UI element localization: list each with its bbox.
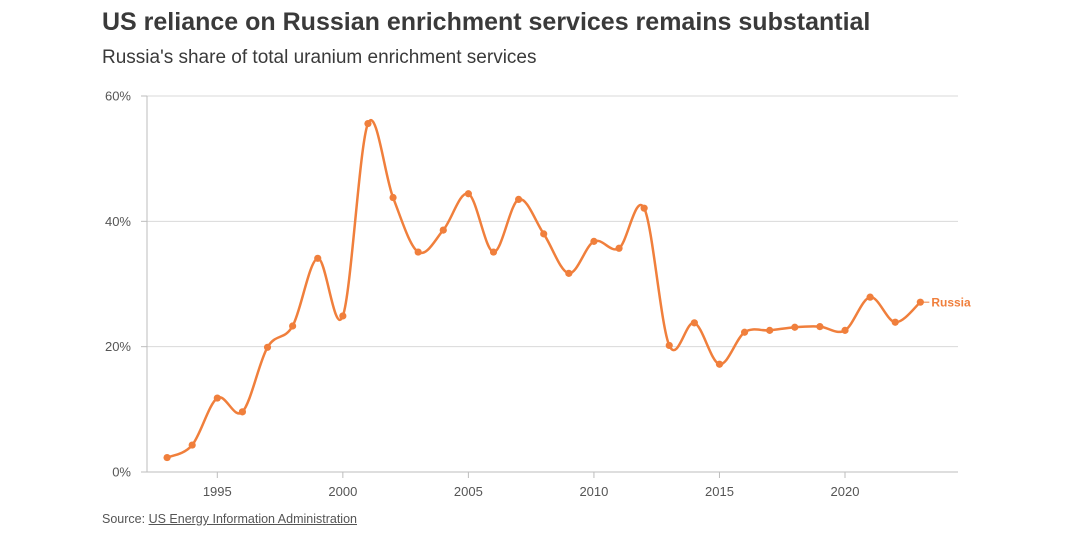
data-point [188, 441, 196, 449]
chart-subtitle: Russia's share of total uranium enrichme… [102, 47, 537, 68]
data-point [916, 298, 924, 306]
data-point [791, 323, 799, 331]
data-point [841, 326, 849, 334]
data-point [515, 195, 523, 203]
x-tick-label: 2015 [705, 484, 734, 499]
data-point [213, 394, 221, 402]
data-point [690, 319, 698, 327]
data-point [715, 360, 724, 368]
data-point [866, 293, 874, 301]
x-tick-label: 2010 [579, 484, 608, 499]
data-point [766, 326, 774, 334]
data-point [389, 193, 397, 202]
data-point [238, 408, 247, 416]
source-note: Source: US Energy Information Administra… [102, 512, 357, 526]
data-point [339, 312, 347, 320]
gridlines [147, 95, 958, 348]
x-axis-ticks: 1995 2000 2005 2010 2015 2020 [203, 472, 860, 499]
axes [146, 96, 958, 473]
data-point [565, 269, 573, 277]
x-tick-label: 2000 [328, 484, 357, 499]
data-point [364, 119, 372, 128]
source-prefix: Source: [102, 512, 149, 526]
series-layer: Russia [163, 119, 971, 462]
data-point [816, 323, 824, 331]
series-line-russia [165, 119, 922, 459]
data-point [314, 254, 322, 262]
data-point [665, 341, 673, 350]
data-point [263, 343, 272, 351]
y-tick-label: 40% [105, 214, 131, 229]
data-point [891, 318, 899, 326]
y-tick-label: 20% [105, 339, 131, 354]
data-point [289, 322, 297, 330]
x-tick-label: 2020 [831, 484, 860, 499]
data-point [640, 204, 648, 212]
data-point [615, 244, 623, 252]
data-point [540, 230, 548, 238]
data-point [740, 328, 749, 336]
data-point [163, 453, 171, 462]
data-point [414, 248, 422, 256]
chart-title: US reliance on Russian enrichment servic… [102, 8, 871, 36]
y-tick-label: 60% [105, 89, 131, 104]
series-label: Russia [931, 296, 971, 310]
y-tick-label: 0% [112, 465, 131, 480]
data-point [590, 237, 598, 245]
data-point [464, 190, 472, 198]
data-point [489, 248, 498, 256]
source-link[interactable]: US Energy Information Administration [148, 512, 357, 526]
data-point [439, 226, 447, 234]
x-tick-label: 2005 [454, 484, 483, 499]
x-tick-label: 1995 [203, 484, 232, 499]
y-axis-ticks: 0% 20% 40% 60% [105, 89, 147, 480]
